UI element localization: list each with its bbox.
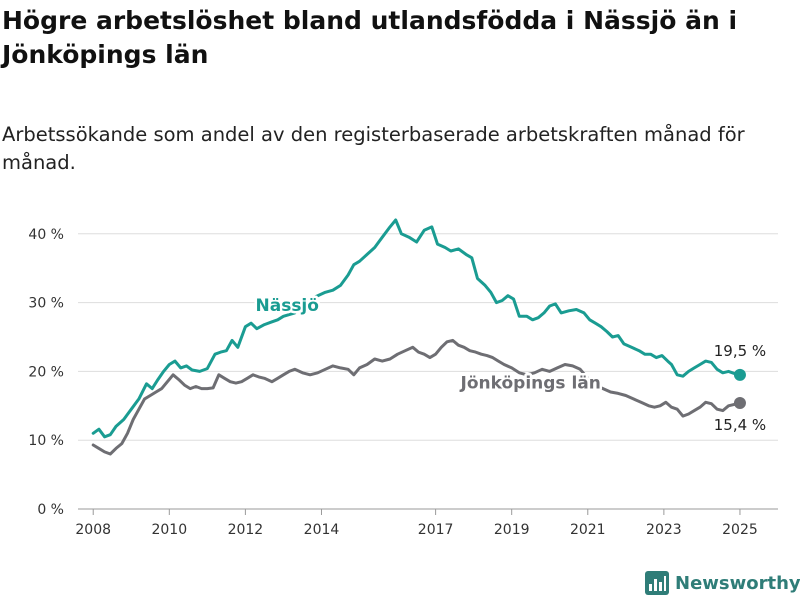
newsworthy-brand: Newsworthy [645,568,800,598]
x-tick-label: 2008 [75,522,111,538]
series-lines [91,218,746,456]
grid-lines [78,233,778,510]
y-tick-label: 30 % [28,296,64,312]
series-name-label: Nässjö [256,296,319,316]
series-end-value-label: 15,4 % [714,416,766,434]
y-tick-label: 40 % [28,227,64,243]
x-tick-label: 2014 [304,522,340,538]
series-labels: Nässjö Jönköpings län 19,5 % 15,4 % [253,293,766,434]
bar-chart-logo-icon [645,571,669,595]
series-line-nassjo [91,218,742,439]
y-tick-label: 0 % [37,502,64,518]
series-end-value-label: 19,5 % [714,342,766,360]
series-name-label: Jönköpings län [460,374,601,394]
y-tick-label: 10 % [28,433,64,449]
y-tick-label: 20 % [28,364,64,380]
x-tick-label: 2021 [570,522,606,538]
x-tick-label: 2012 [228,522,264,538]
x-tick-label: 2017 [418,522,454,538]
series-end-marker [733,368,746,381]
x-tick-label: 2025 [722,522,758,538]
series-end-marker [733,397,746,410]
x-axis-ticks: 2008 2010 2012 2014 2017 2019 2021 2023 2025 [75,509,758,538]
x-tick-label: 2023 [646,522,682,538]
x-tick-label: 2010 [151,522,187,538]
brand-name: Newsworthy [675,572,800,594]
series-line-jonkopings-lan [91,338,742,456]
line-chart: 0 % 10 % 20 % 30 % 40 % 2008 2010 2012 2014 2017… [28,218,778,538]
chart-title: Högre arbetslöshet bland utlandsfödda i … [2,6,738,69]
x-tick-label: 2019 [494,522,530,538]
chart-subtitle: Arbetssökande som andel av den registerb… [2,123,745,174]
y-axis-ticks: 0 % 10 % 20 % 30 % 40 % [28,227,64,518]
